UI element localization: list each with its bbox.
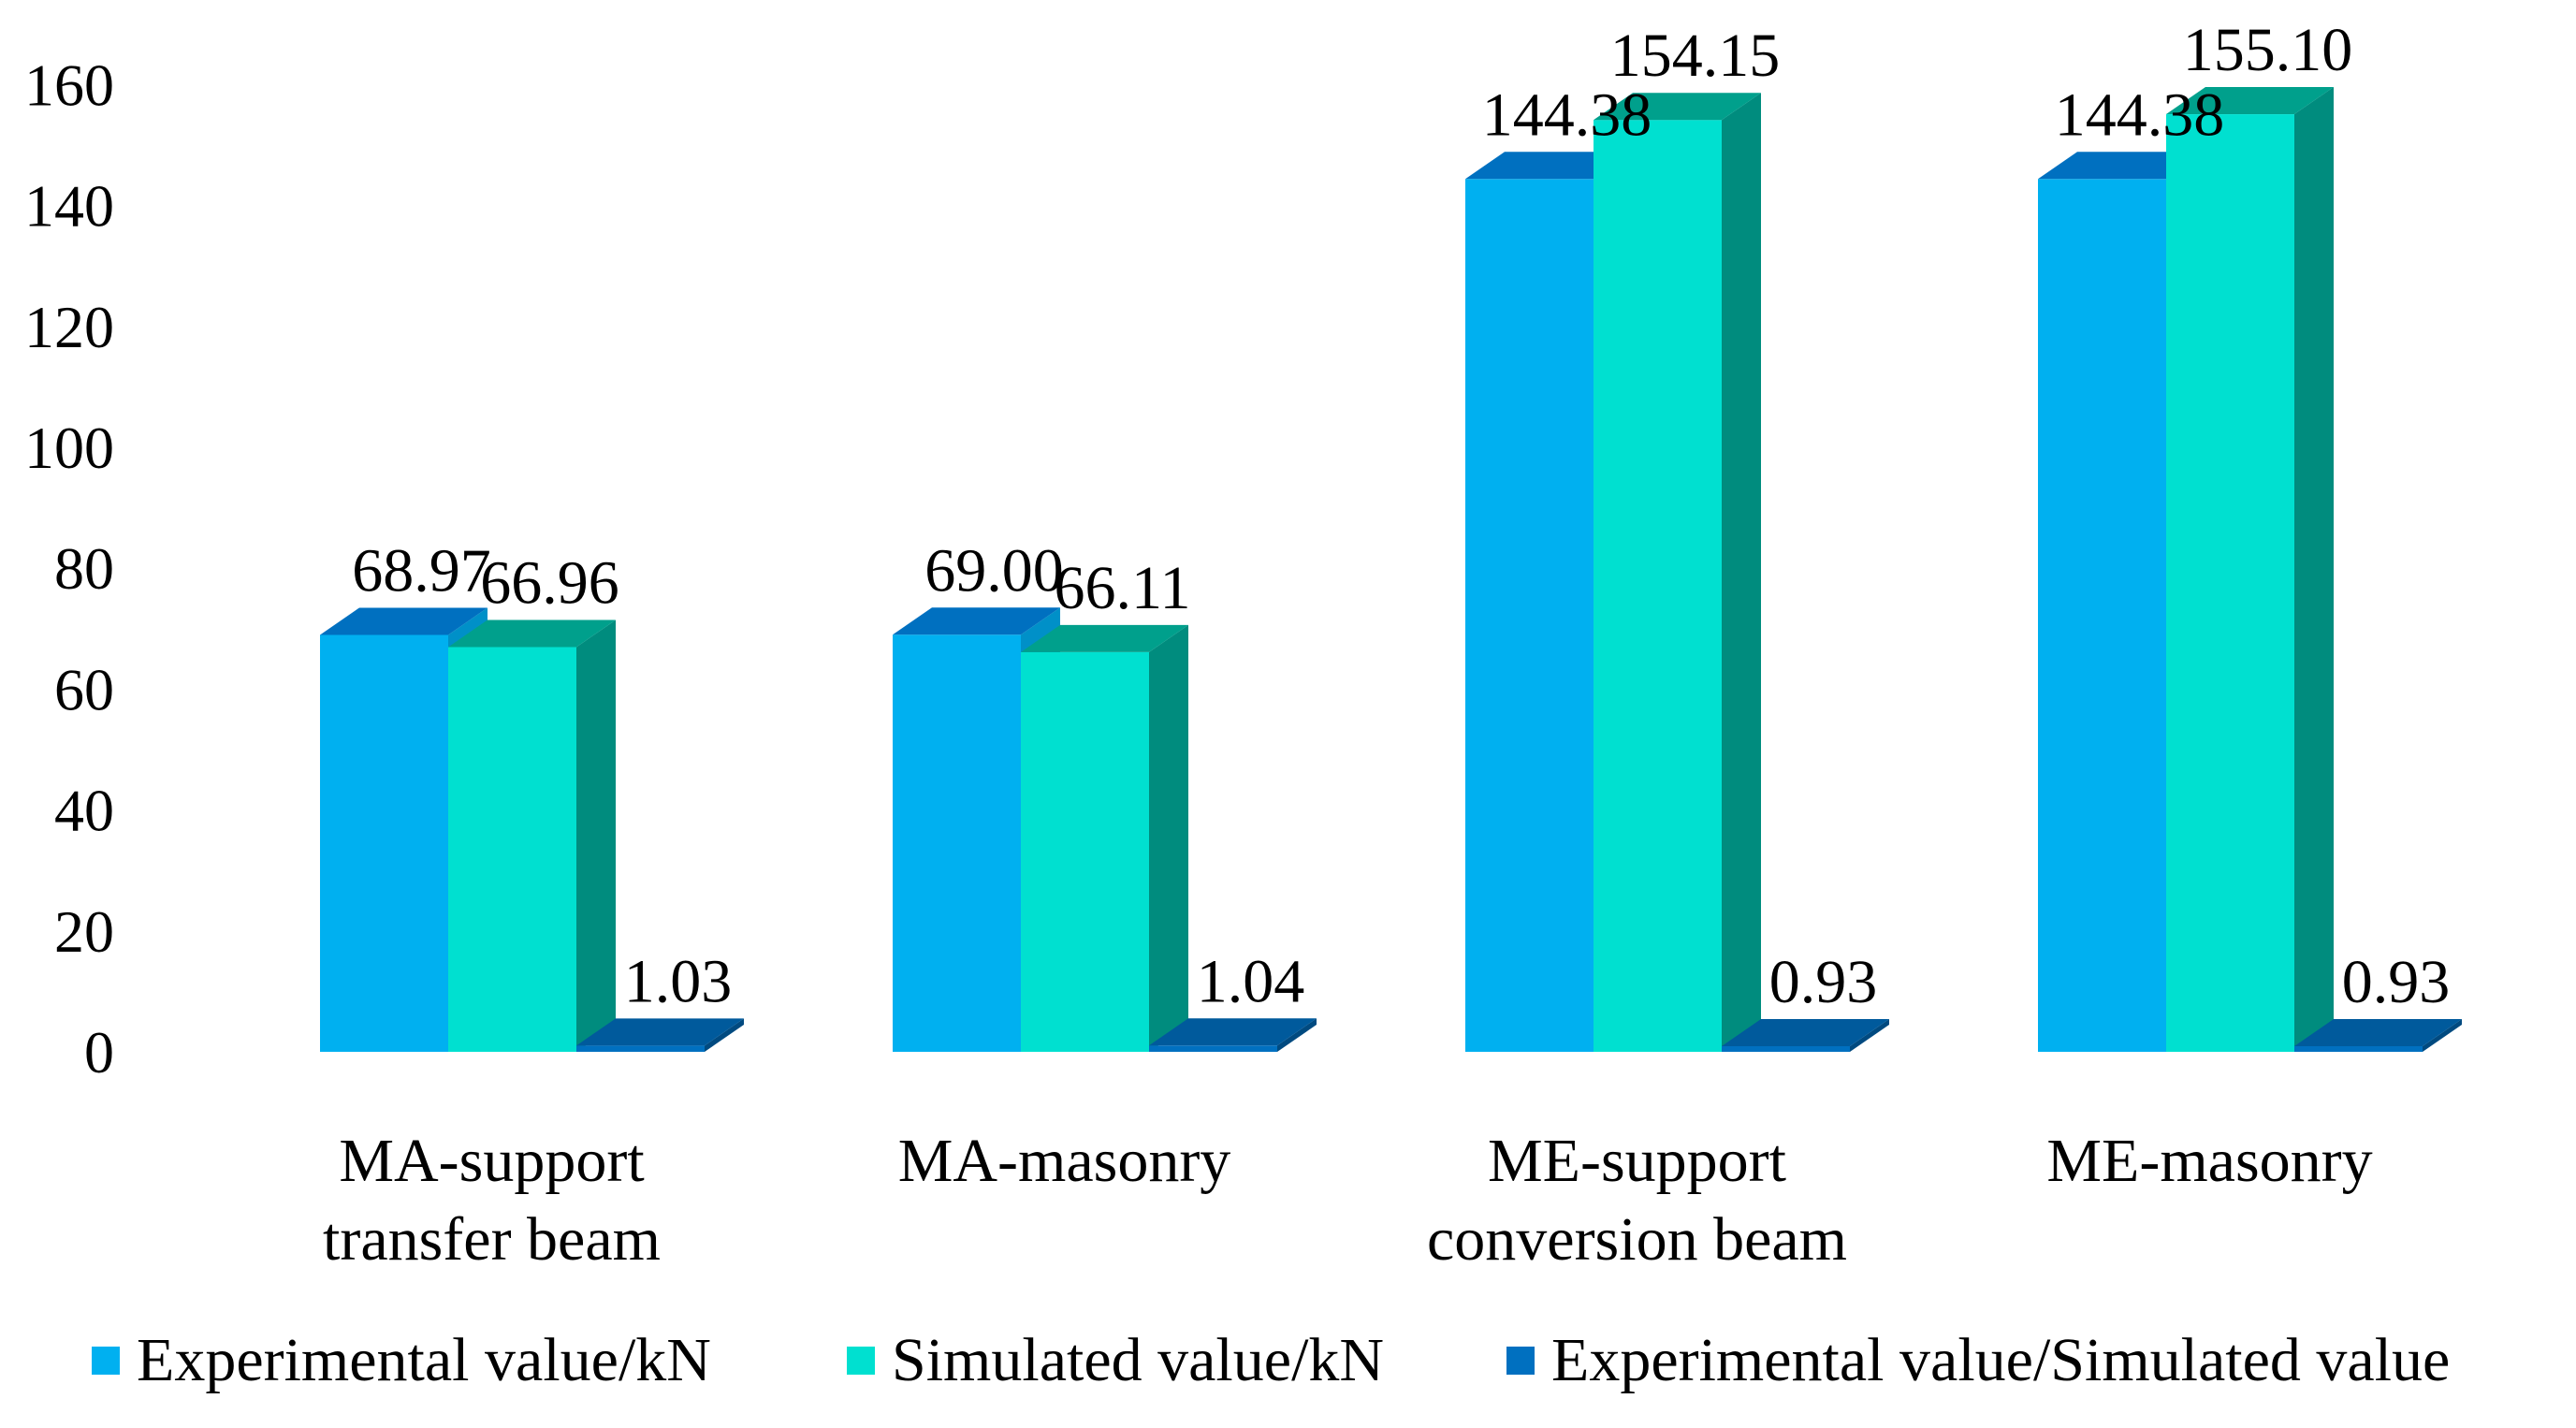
bar-simulated [448, 619, 616, 1052]
y-tick-label: 20 [54, 898, 114, 965]
bar-side [1850, 1018, 1889, 1052]
data-label: 0.93 [1769, 948, 1878, 1016]
bar-front [1722, 1045, 1850, 1052]
bar-top [2038, 152, 2205, 180]
bar-group [893, 607, 1317, 1052]
bar-side [1149, 624, 1188, 1052]
data-label: 1.04 [1197, 947, 1305, 1015]
x-axis: MA-support transfer beam MA-masonry ME-supp… [323, 1127, 2373, 1274]
data-label: 144.38 [1482, 80, 1652, 149]
x-category-label: MA-support transfer beam [323, 1127, 661, 1274]
bar-side [2423, 1018, 2462, 1052]
bar-top [320, 607, 488, 635]
bar-top [893, 607, 1060, 635]
y-axis: 0 20 40 60 80 100 120 140 160 [24, 51, 114, 1086]
data-label: 69.00 [924, 536, 1064, 605]
bar-ratio [2294, 1018, 2462, 1052]
legend-swatch [847, 1347, 875, 1375]
bar-side [1722, 93, 1761, 1052]
y-tick-label: 160 [24, 51, 114, 118]
bar-group [1465, 93, 1889, 1053]
bar-top [1722, 1018, 1889, 1046]
bar-side [576, 619, 616, 1052]
data-label: 155.10 [2183, 16, 2353, 84]
bar-top [1021, 624, 1188, 652]
bar-top [448, 619, 616, 648]
data-label: 68.97 [352, 536, 491, 605]
data-label: 66.96 [480, 548, 619, 617]
bar-top [1594, 93, 1761, 121]
bar-side [1277, 1018, 1317, 1052]
data-label: 154.15 [1610, 22, 1781, 90]
bar-group [320, 607, 744, 1052]
y-tick-label: 60 [54, 656, 114, 722]
bar-front [448, 647, 576, 1052]
bar-side [2294, 87, 2334, 1053]
bar-ratio [1149, 1018, 1317, 1052]
y-tick-label: 80 [54, 535, 114, 602]
x-category-label: ME-masonry [2046, 1127, 2372, 1195]
y-tick-label: 120 [24, 294, 114, 360]
legend-swatch [1506, 1347, 1535, 1375]
bar-front [1021, 651, 1149, 1052]
bar-front [320, 634, 448, 1052]
data-label: 144.38 [2055, 80, 2225, 149]
bar-simulated [1594, 93, 1761, 1053]
legend-item: Experimental value/Simulated value [1506, 1326, 2450, 1394]
legend: Experimental value/kN Simulated value/kN E… [92, 1326, 2450, 1394]
legend-item: Simulated value/kN [847, 1326, 1384, 1394]
y-tick-label: 140 [24, 173, 114, 240]
bar-simulated [2166, 87, 2334, 1053]
bar-ratio [1722, 1018, 1889, 1052]
legend-swatch [92, 1347, 120, 1375]
bar-simulated [1021, 624, 1188, 1052]
bar-top [2166, 87, 2334, 115]
bar-side [705, 1018, 744, 1052]
data-labels: 68.9766.961.0369.0066.111.04144.38154.15… [352, 16, 2450, 1016]
bar-ratio [576, 1018, 744, 1052]
bar-top [1149, 1018, 1317, 1046]
legend-label: Experimental value/kN [137, 1326, 711, 1394]
x-category-label: MA-masonry [898, 1127, 1231, 1195]
y-tick-label: 100 [24, 415, 114, 481]
data-label: 0.93 [2342, 948, 2451, 1016]
bar-group [2038, 87, 2462, 1053]
data-label: 1.03 [624, 947, 733, 1015]
bar-front [2294, 1045, 2423, 1052]
bar-top [576, 1018, 744, 1046]
bar-front [1149, 1045, 1277, 1052]
legend-label: Experimental value/Simulated value [1551, 1326, 2450, 1394]
legend-label: Simulated value/kN [892, 1326, 1384, 1394]
bar-front [2038, 179, 2166, 1053]
y-tick-label: 40 [54, 778, 114, 844]
data-label: 66.11 [1054, 554, 1190, 622]
bars [320, 87, 2462, 1053]
bar-front [1465, 179, 1594, 1053]
legend-item: Experimental value/kN [92, 1326, 711, 1394]
bar-front [2166, 114, 2294, 1052]
y-tick-label: 0 [84, 1019, 114, 1086]
bar-front [893, 634, 1021, 1052]
bar-top [2294, 1018, 2462, 1046]
bar-top [1465, 152, 1633, 180]
bar-front [1594, 120, 1722, 1053]
bar-front [576, 1045, 705, 1052]
x-category-label: ME-support conversion beam [1427, 1127, 1847, 1274]
